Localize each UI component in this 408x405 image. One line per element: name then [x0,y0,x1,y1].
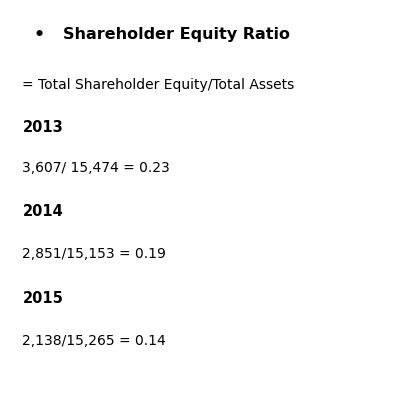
Text: 3,607/ 15,474 = 0.23: 3,607/ 15,474 = 0.23 [22,161,170,175]
Text: 2,138/15,265 = 0.14: 2,138/15,265 = 0.14 [22,333,166,347]
Text: •: • [33,26,44,43]
Text: 2013: 2013 [22,120,63,135]
Text: Shareholder Equity Ratio: Shareholder Equity Ratio [63,27,290,42]
Text: 2,851/15,153 = 0.19: 2,851/15,153 = 0.19 [22,246,166,260]
Text: = Total Shareholder Equity/Total Assets: = Total Shareholder Equity/Total Assets [22,78,295,92]
Text: 2015: 2015 [22,290,63,305]
Text: 2014: 2014 [22,203,63,218]
